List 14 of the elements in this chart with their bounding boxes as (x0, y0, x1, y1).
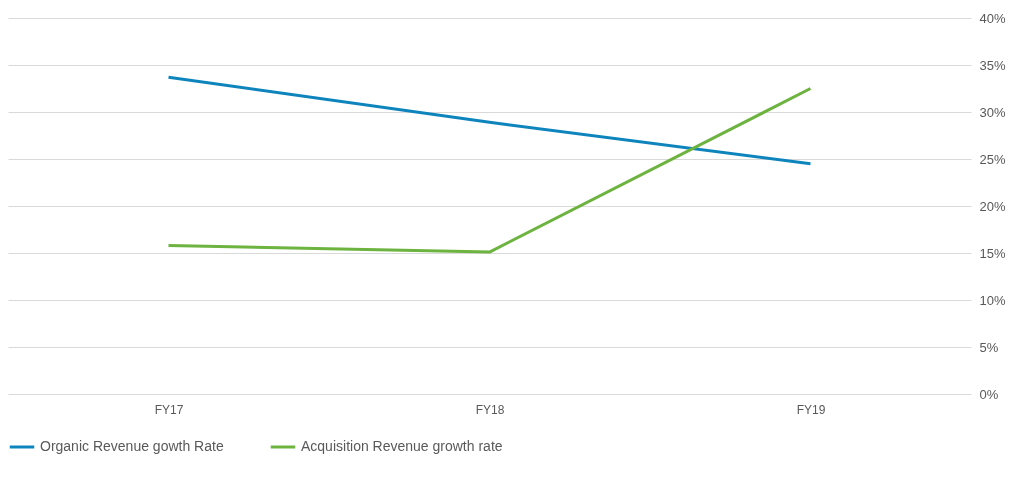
y-tick-label: 20% (979, 198, 1006, 214)
legend-label: Organic Revenue gowth Rate (40, 438, 224, 454)
y-tick-label: 5% (979, 339, 999, 355)
y-tick-label: 0% (979, 386, 999, 402)
x-tick-label: FY19 (796, 402, 826, 417)
y-tick-label: 40% (979, 10, 1006, 26)
y-tick-label: 30% (979, 104, 1006, 120)
y-tick-label: 15% (979, 245, 1006, 261)
x-tick-label: FY17 (154, 402, 184, 417)
legend-label: Acquisition Revenue growth rate (301, 438, 503, 454)
y-tick-label: 35% (979, 57, 1006, 73)
x-tick-label: FY18 (475, 402, 505, 417)
y-tick-label: 25% (979, 151, 1006, 167)
y-tick-label: 10% (979, 292, 1006, 308)
